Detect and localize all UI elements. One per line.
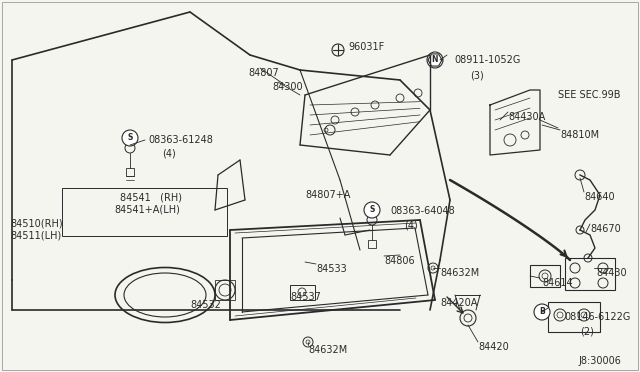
Text: (4): (4) bbox=[404, 220, 418, 230]
Text: B: B bbox=[539, 308, 545, 317]
Text: 84614: 84614 bbox=[542, 278, 573, 288]
Text: 08146-6122G: 08146-6122G bbox=[564, 312, 630, 322]
Text: (2): (2) bbox=[580, 326, 594, 336]
Text: 84430: 84430 bbox=[596, 268, 627, 278]
Circle shape bbox=[534, 304, 550, 320]
Text: 84541+A(LH): 84541+A(LH) bbox=[114, 204, 180, 214]
Text: N: N bbox=[432, 55, 438, 64]
Text: 84810M: 84810M bbox=[560, 130, 599, 140]
Text: 84806: 84806 bbox=[384, 256, 415, 266]
Text: 84640: 84640 bbox=[584, 192, 614, 202]
Text: 84420A: 84420A bbox=[440, 298, 477, 308]
Text: 84541   (RH): 84541 (RH) bbox=[120, 192, 182, 202]
Text: J8:30006: J8:30006 bbox=[578, 356, 621, 366]
Bar bbox=[548, 302, 600, 332]
Text: 84632M: 84632M bbox=[440, 268, 479, 278]
Text: 84511(LH): 84511(LH) bbox=[10, 230, 61, 240]
Text: 84300: 84300 bbox=[272, 82, 303, 92]
Text: 84537: 84537 bbox=[290, 292, 321, 302]
Text: SEE SEC.99B: SEE SEC.99B bbox=[558, 90, 621, 100]
Text: (3): (3) bbox=[470, 70, 484, 80]
Text: 84430A: 84430A bbox=[508, 112, 545, 122]
Text: 84532: 84532 bbox=[190, 300, 221, 310]
Circle shape bbox=[427, 52, 443, 68]
Text: 08363-64048: 08363-64048 bbox=[390, 206, 455, 216]
Bar bbox=[126, 168, 134, 176]
Circle shape bbox=[122, 130, 138, 146]
Text: 08911-1052G: 08911-1052G bbox=[454, 55, 520, 65]
Bar bbox=[62, 188, 227, 236]
Text: 84632M: 84632M bbox=[308, 345, 348, 355]
Text: 84420: 84420 bbox=[478, 342, 509, 352]
Text: 08363-61248: 08363-61248 bbox=[148, 135, 213, 145]
Bar bbox=[215, 280, 235, 300]
Text: 84670: 84670 bbox=[590, 224, 621, 234]
Text: S: S bbox=[369, 205, 374, 215]
Text: 96031F: 96031F bbox=[348, 42, 384, 52]
Bar bbox=[530, 265, 560, 287]
Text: 84510(RH): 84510(RH) bbox=[10, 218, 63, 228]
Text: S: S bbox=[127, 134, 132, 142]
Circle shape bbox=[364, 202, 380, 218]
Text: 84807+A: 84807+A bbox=[305, 190, 350, 200]
Bar bbox=[368, 240, 376, 248]
Text: 84807: 84807 bbox=[248, 68, 279, 78]
Text: (4): (4) bbox=[162, 149, 176, 159]
Bar bbox=[565, 258, 615, 290]
Text: 84533: 84533 bbox=[316, 264, 347, 274]
Bar bbox=[290, 285, 315, 300]
